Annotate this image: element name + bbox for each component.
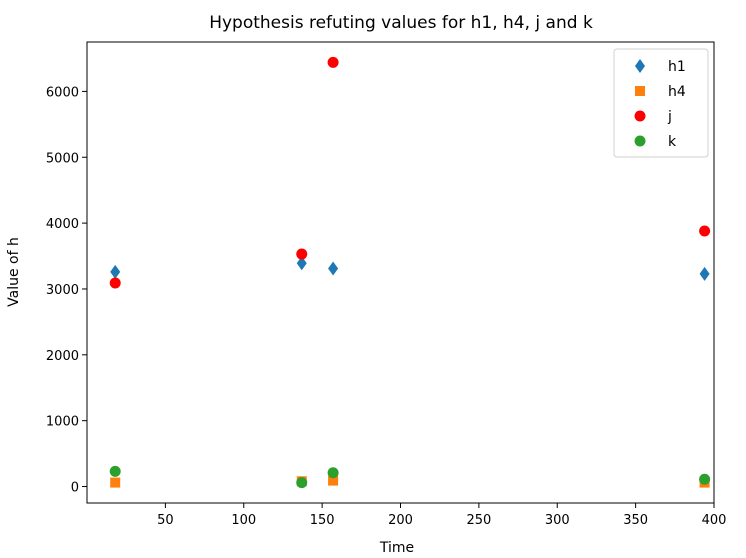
y-axis: 0 1000 2000 3000 4000 5000 6000 (46, 85, 87, 496)
data-point-k (296, 477, 308, 489)
chart-title: Hypothesis refuting values for h1, h4, j… (209, 13, 593, 33)
data-point-h1 (699, 266, 710, 281)
legend-marker-h1 (635, 59, 645, 73)
data-point-j (296, 248, 308, 260)
data-point-h1 (328, 261, 339, 276)
y-tick-label: 2000 (46, 349, 79, 364)
legend-label-k: k (668, 134, 677, 150)
y-axis-label: Value of h (6, 237, 22, 307)
x-tick-label: 150 (310, 513, 335, 528)
legend-marker-k (634, 135, 646, 147)
y-tick-label: 1000 (46, 415, 79, 430)
data-point-j (109, 277, 121, 289)
y-tick-label: 6000 (46, 85, 79, 100)
data-point-j (327, 56, 339, 68)
x-axis: 50 100 150 200 250 300 350 400 (157, 503, 726, 528)
data-point-k (699, 473, 711, 485)
legend-label-h1: h1 (668, 59, 686, 75)
data-point-k (327, 467, 339, 479)
x-tick-label: 300 (545, 513, 570, 528)
data-point-h4 (110, 477, 121, 488)
y-tick-label: 0 (71, 481, 79, 496)
legend-label-j: j (667, 109, 672, 125)
x-tick-label: 350 (623, 513, 648, 528)
x-axis-label: Time (379, 540, 414, 556)
legend-marker-h4 (635, 86, 645, 96)
legend-marker-j (634, 110, 646, 122)
x-tick-label: 400 (702, 513, 727, 528)
legend-label-h4: h4 (668, 84, 686, 100)
x-tick-label: 250 (466, 513, 491, 528)
data-points (109, 56, 711, 489)
y-tick-label: 5000 (46, 151, 79, 166)
data-point-h4 (328, 475, 339, 486)
y-tick-label: 4000 (46, 217, 79, 232)
legend-box (613, 48, 709, 158)
data-point-h1 (110, 264, 121, 279)
data-point-h1 (296, 256, 307, 271)
y-tick-label: 3000 (46, 283, 79, 298)
x-tick-label: 50 (157, 513, 174, 528)
data-point-j (699, 225, 711, 237)
data-point-k (109, 465, 121, 477)
x-tick-label: 100 (231, 513, 256, 528)
legend: h1 h4 jk (613, 48, 709, 158)
x-tick-label: 200 (388, 513, 413, 528)
